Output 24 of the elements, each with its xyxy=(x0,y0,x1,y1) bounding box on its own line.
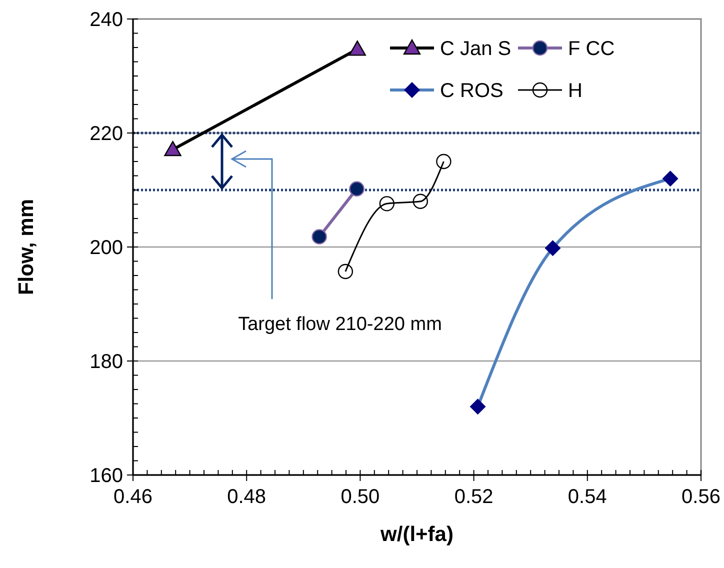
legend-label: C Jan S xyxy=(440,38,512,60)
point xyxy=(349,181,364,196)
x-axis-title: w/(l+fa) xyxy=(380,523,454,546)
point xyxy=(412,194,428,209)
x-tick-label: 0.54 xyxy=(568,486,607,508)
x-tick-label: 0.52 xyxy=(454,486,494,508)
x-tick-label: 0.46 xyxy=(114,486,152,508)
y-tick-label: 200 xyxy=(90,237,123,259)
y-tick-label: 220 xyxy=(90,123,123,145)
point xyxy=(338,264,354,280)
legend-label: C ROS xyxy=(440,80,504,102)
point xyxy=(436,154,452,170)
annotation: Target flow 210-220 mm xyxy=(238,314,442,335)
x-tick-label: 0.48 xyxy=(227,486,266,508)
x-tick-label: 0.50 xyxy=(340,486,380,508)
point xyxy=(379,196,394,212)
y-tick-label: 160 xyxy=(90,465,123,487)
x-tick-label: 0.56 xyxy=(682,486,720,508)
y-axis-title: Flow, mm xyxy=(15,198,38,296)
legend-label: H xyxy=(568,80,582,102)
y-tick-label: 240 xyxy=(90,9,123,31)
point xyxy=(312,229,327,244)
y-tick-label: 180 xyxy=(90,351,123,373)
legend-label: F CC xyxy=(568,38,615,60)
